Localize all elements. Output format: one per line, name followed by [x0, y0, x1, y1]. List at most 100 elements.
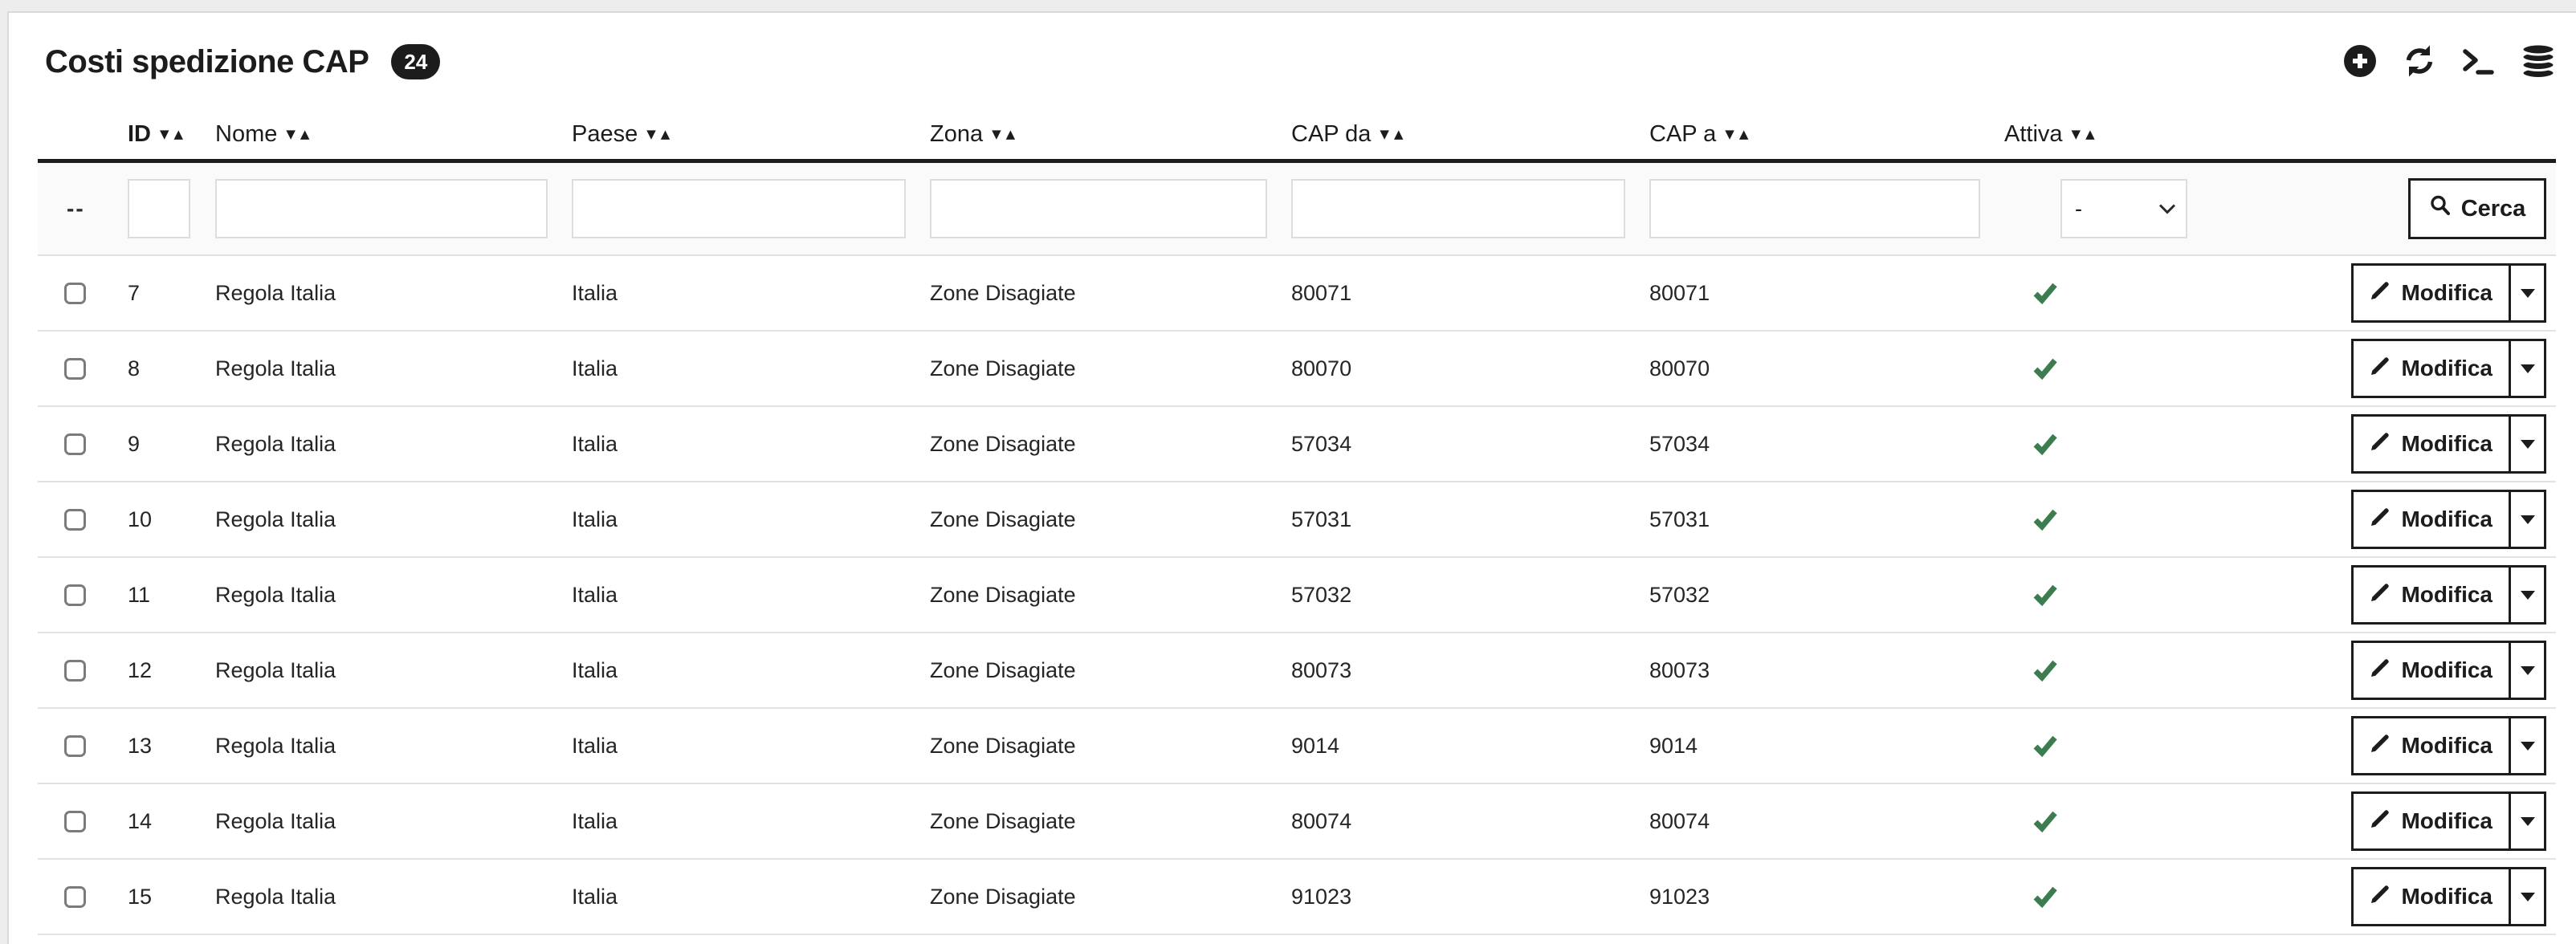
- sort-asc-icon[interactable]: ▲: [660, 126, 670, 141]
- table-row: 9 Regola Italia Italia Zone Disagiate 57…: [38, 407, 2556, 482]
- modifica-label: Modifica: [2401, 431, 2492, 456]
- export-sql-button[interactable]: [2521, 43, 2556, 81]
- caret-down-icon: [2520, 892, 2535, 901]
- filter-id-input[interactable]: [128, 179, 190, 238]
- cell-cap-da: 80074: [1291, 808, 1352, 833]
- cell-cap-da: 57032: [1291, 582, 1352, 607]
- filter-attiva-select[interactable]: -: [2060, 179, 2187, 238]
- cell-nome: Regola Italia: [215, 280, 336, 305]
- row-checkbox[interactable]: [64, 810, 86, 832]
- cell-cap-a: 57034: [1649, 431, 1710, 456]
- row-dropdown-toggle[interactable]: [2509, 718, 2544, 773]
- modifica-button[interactable]: Modifica: [2354, 718, 2509, 773]
- cell-nome: Regola Italia: [215, 431, 336, 456]
- filter-cap-da-input[interactable]: [1291, 179, 1625, 238]
- cell-zona: Zone Disagiate: [930, 356, 1076, 380]
- caret-down-icon: [2520, 364, 2535, 373]
- sort-asc-icon[interactable]: ▲: [1738, 126, 1749, 141]
- caret-down-icon: [2520, 665, 2535, 675]
- header-cap-da: CAP da ▼ ▲: [1291, 121, 1649, 148]
- database-icon: [2521, 43, 2556, 81]
- cell-cap-a: 57032: [1649, 582, 1710, 607]
- cell-zona: Zone Disagiate: [930, 733, 1076, 758]
- cell-nome: Regola Italia: [215, 808, 336, 833]
- active-check-icon: [2032, 507, 2058, 531]
- filter-nome-input[interactable]: [215, 179, 548, 238]
- table-row: 13 Regola Italia Italia Zone Disagiate 9…: [38, 709, 2556, 784]
- add-button[interactable]: [2342, 44, 2378, 79]
- filter-cap-a-input[interactable]: [1649, 179, 1980, 238]
- modifica-button[interactable]: Modifica: [2354, 417, 2509, 471]
- modifica-button[interactable]: Modifica: [2354, 568, 2509, 622]
- cell-zona: Zone Disagiate: [930, 431, 1076, 456]
- sort-asc-icon[interactable]: ▲: [173, 126, 184, 141]
- row-dropdown-toggle[interactable]: [2509, 794, 2544, 848]
- sort-desc-icon[interactable]: ▼: [1725, 126, 1734, 141]
- row-checkbox[interactable]: [64, 584, 86, 606]
- row-dropdown-toggle[interactable]: [2509, 266, 2544, 320]
- cell-paese: Italia: [572, 280, 618, 305]
- header-id: ID ▼ ▲: [128, 121, 215, 148]
- row-checkbox[interactable]: [64, 885, 86, 908]
- pencil-icon: [2370, 355, 2391, 382]
- caret-down-icon: [2520, 515, 2535, 524]
- cell-paese: Italia: [572, 884, 618, 909]
- modifica-button[interactable]: Modifica: [2354, 794, 2509, 848]
- cell-cap-da: 9014: [1291, 733, 1340, 758]
- row-checkbox[interactable]: [64, 659, 86, 682]
- cell-cap-a: 80073: [1649, 657, 1710, 682]
- cell-cap-a: 57031: [1649, 507, 1710, 531]
- caret-down-icon: [2520, 590, 2535, 600]
- row-dropdown-toggle[interactable]: [2509, 643, 2544, 698]
- sort-desc-icon[interactable]: ▼: [1380, 126, 1389, 141]
- modifica-label: Modifica: [2401, 733, 2492, 758]
- sort-desc-icon[interactable]: ▼: [160, 126, 169, 141]
- row-dropdown-toggle[interactable]: [2509, 869, 2544, 924]
- pencil-icon: [2370, 581, 2391, 608]
- cell-id: 11: [128, 582, 151, 607]
- row-checkbox[interactable]: [64, 433, 86, 455]
- row-checkbox[interactable]: [64, 357, 86, 380]
- modifica-label: Modifica: [2401, 280, 2492, 305]
- row-dropdown-toggle[interactable]: [2509, 568, 2544, 622]
- cell-nome: Regola Italia: [215, 582, 336, 607]
- cell-zona: Zone Disagiate: [930, 507, 1076, 531]
- table-row: 11 Regola Italia Italia Zone Disagiate 5…: [38, 558, 2556, 633]
- refresh-button[interactable]: [2402, 44, 2437, 79]
- modifica-button[interactable]: Modifica: [2354, 266, 2509, 320]
- sort-desc-icon[interactable]: ▼: [286, 126, 296, 141]
- caret-down-icon: [2520, 816, 2535, 826]
- sort-asc-icon[interactable]: ▲: [2085, 126, 2095, 141]
- caret-down-icon: [2520, 439, 2535, 449]
- cell-paese: Italia: [572, 582, 618, 607]
- row-dropdown-toggle[interactable]: [2509, 341, 2544, 396]
- modifica-button[interactable]: Modifica: [2354, 643, 2509, 698]
- cell-cap-a: 80071: [1649, 280, 1710, 305]
- cell-zona: Zone Disagiate: [930, 808, 1076, 833]
- toolbar: [2342, 43, 2556, 81]
- sort-asc-icon[interactable]: ▲: [300, 126, 310, 141]
- row-checkbox[interactable]: [64, 282, 86, 304]
- search-button[interactable]: Cerca: [2408, 178, 2546, 239]
- filter-paese-input[interactable]: [572, 179, 906, 238]
- row-dropdown-toggle[interactable]: [2509, 492, 2544, 547]
- header-label: ID: [128, 120, 151, 147]
- modifica-button[interactable]: Modifica: [2354, 492, 2509, 547]
- cell-nome: Regola Italia: [215, 733, 336, 758]
- filter-zona-input[interactable]: [930, 179, 1267, 238]
- sort-desc-icon[interactable]: ▼: [646, 126, 656, 141]
- cell-zona: Zone Disagiate: [930, 280, 1076, 305]
- row-checkbox[interactable]: [64, 508, 86, 531]
- row-dropdown-toggle[interactable]: [2509, 417, 2544, 471]
- cell-id: 7: [128, 280, 141, 305]
- header-label: Zona: [930, 120, 984, 147]
- cell-nome: Regola Italia: [215, 884, 336, 909]
- sort-desc-icon[interactable]: ▼: [2071, 126, 2081, 141]
- show-sql-button[interactable]: [2461, 44, 2497, 79]
- modifica-button[interactable]: Modifica: [2354, 341, 2509, 396]
- sort-desc-icon[interactable]: ▼: [992, 126, 1001, 141]
- modifica-button[interactable]: Modifica: [2354, 869, 2509, 924]
- sort-asc-icon[interactable]: ▲: [1393, 126, 1404, 141]
- row-checkbox[interactable]: [64, 734, 86, 757]
- sort-asc-icon[interactable]: ▲: [1005, 126, 1016, 141]
